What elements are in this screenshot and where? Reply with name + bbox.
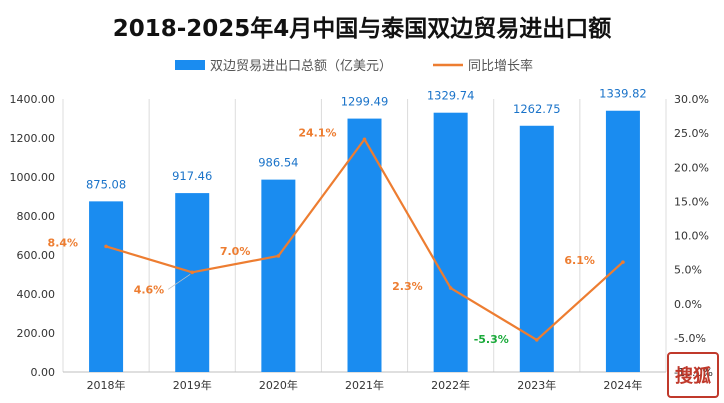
line-data-label: 24.1%: [298, 126, 336, 139]
x-tick-label: 2019年: [173, 378, 212, 392]
legend-label-bar: 双边贸易进出口总额（亿美元）: [210, 59, 392, 74]
y-right-tick-label: 5.0%: [674, 264, 702, 277]
y-right-tick-label: 10.0%: [674, 230, 709, 243]
line-data-label: -5.3%: [474, 333, 509, 346]
bar-data-label: 1339.82: [599, 87, 647, 101]
x-tick-label: 2020年: [259, 378, 298, 392]
y-left-tick-label: 0.00: [31, 366, 56, 379]
y-left-tick-label: 800.00: [17, 210, 56, 223]
y-left-tick-label: 1200.00: [10, 132, 56, 145]
y-right-tick-label: 30.0%: [674, 93, 709, 106]
y-left-tick-label: 1400.00: [10, 93, 56, 106]
line-point: [621, 260, 625, 264]
bar: [519, 125, 554, 372]
y-axis-left: 0.00 200.00 400.00 600.00 800.00 1000.00 1200.…: [10, 93, 56, 379]
y-left-tick-label: 1000.00: [10, 171, 56, 184]
bar: [433, 112, 468, 373]
x-tick-label: 2024年: [603, 378, 642, 392]
bar: [261, 179, 296, 372]
bar-data-label: 1299.49: [341, 95, 389, 109]
line-point: [534, 338, 539, 342]
bar: [605, 110, 640, 372]
y-right-tick-label: 0.0%: [674, 298, 702, 311]
line-data-label: 8.4%: [48, 236, 79, 249]
bar-series: [89, 110, 640, 373]
line-data-labels: 8.4% 4.6% 7.0% 24.1% 2.3% -5.3% 6.1%: [48, 126, 595, 346]
grid-lines: [62, 99, 667, 373]
x-axis: 2018年 2019年 2020年 2021年 2022年 2023年 2024年: [87, 378, 643, 392]
line-point: [276, 254, 281, 258]
line-data-label: 7.0%: [220, 245, 251, 258]
y-right-tick-label: -10.0%: [674, 366, 713, 379]
bar-data-label: 875.08: [86, 177, 126, 191]
line-data-label: 2.3%: [392, 280, 423, 293]
x-tick-label: 2022年: [431, 378, 470, 392]
bar-data-label: 1329.74: [427, 89, 475, 103]
line-data-label: 6.1%: [564, 254, 595, 267]
line-point: [448, 286, 453, 290]
bar: [89, 201, 124, 372]
line-series: [104, 137, 625, 342]
y-right-tick-label: -5.0%: [674, 332, 706, 345]
label-leader: [167, 274, 191, 290]
legend-swatch-bar: [175, 60, 205, 70]
y-axis-right: -10.0% -5.0% 0.0% 5.0% 10.0% 15.0% 20.0% 25.0% 3…: [674, 93, 713, 379]
bar-data-labels: 875.08 917.46 986.54 1299.49 1329.74 1262.75 1…: [86, 87, 647, 192]
bar-data-label: 917.46: [172, 169, 212, 183]
y-right-tick-label: 20.0%: [674, 161, 709, 174]
watermark-text: 搜狐: [675, 365, 711, 387]
y-right-tick-label: 15.0%: [674, 195, 709, 208]
line-point: [104, 244, 108, 249]
watermark-border: [667, 352, 719, 398]
bar-data-label: 986.54: [258, 156, 298, 170]
line-point: [362, 137, 367, 142]
x-tick-label: 2021年: [345, 378, 384, 392]
line-point: [190, 270, 195, 275]
legend-label-line: 同比增长率: [468, 58, 533, 74]
chart-title: 2018-2025年4月中国与泰国双边贸易进出口额: [113, 15, 612, 42]
y-right-tick-label: 25.0%: [674, 127, 709, 140]
bar-data-label: 1262.75: [513, 102, 561, 116]
x-tick-label: 2018年: [87, 378, 126, 392]
watermark-seal: 搜狐: [667, 352, 719, 398]
x-tick-label: 2023年: [517, 378, 556, 392]
y-left-tick-label: 400.00: [17, 288, 56, 301]
y-left-tick-label: 600.00: [17, 249, 56, 262]
line-data-label: 4.6%: [134, 283, 165, 296]
legend: 双边贸易进出口总额（亿美元） 同比增长率: [175, 58, 533, 74]
bar: [175, 193, 210, 372]
y-left-tick-label: 200.00: [17, 327, 56, 340]
